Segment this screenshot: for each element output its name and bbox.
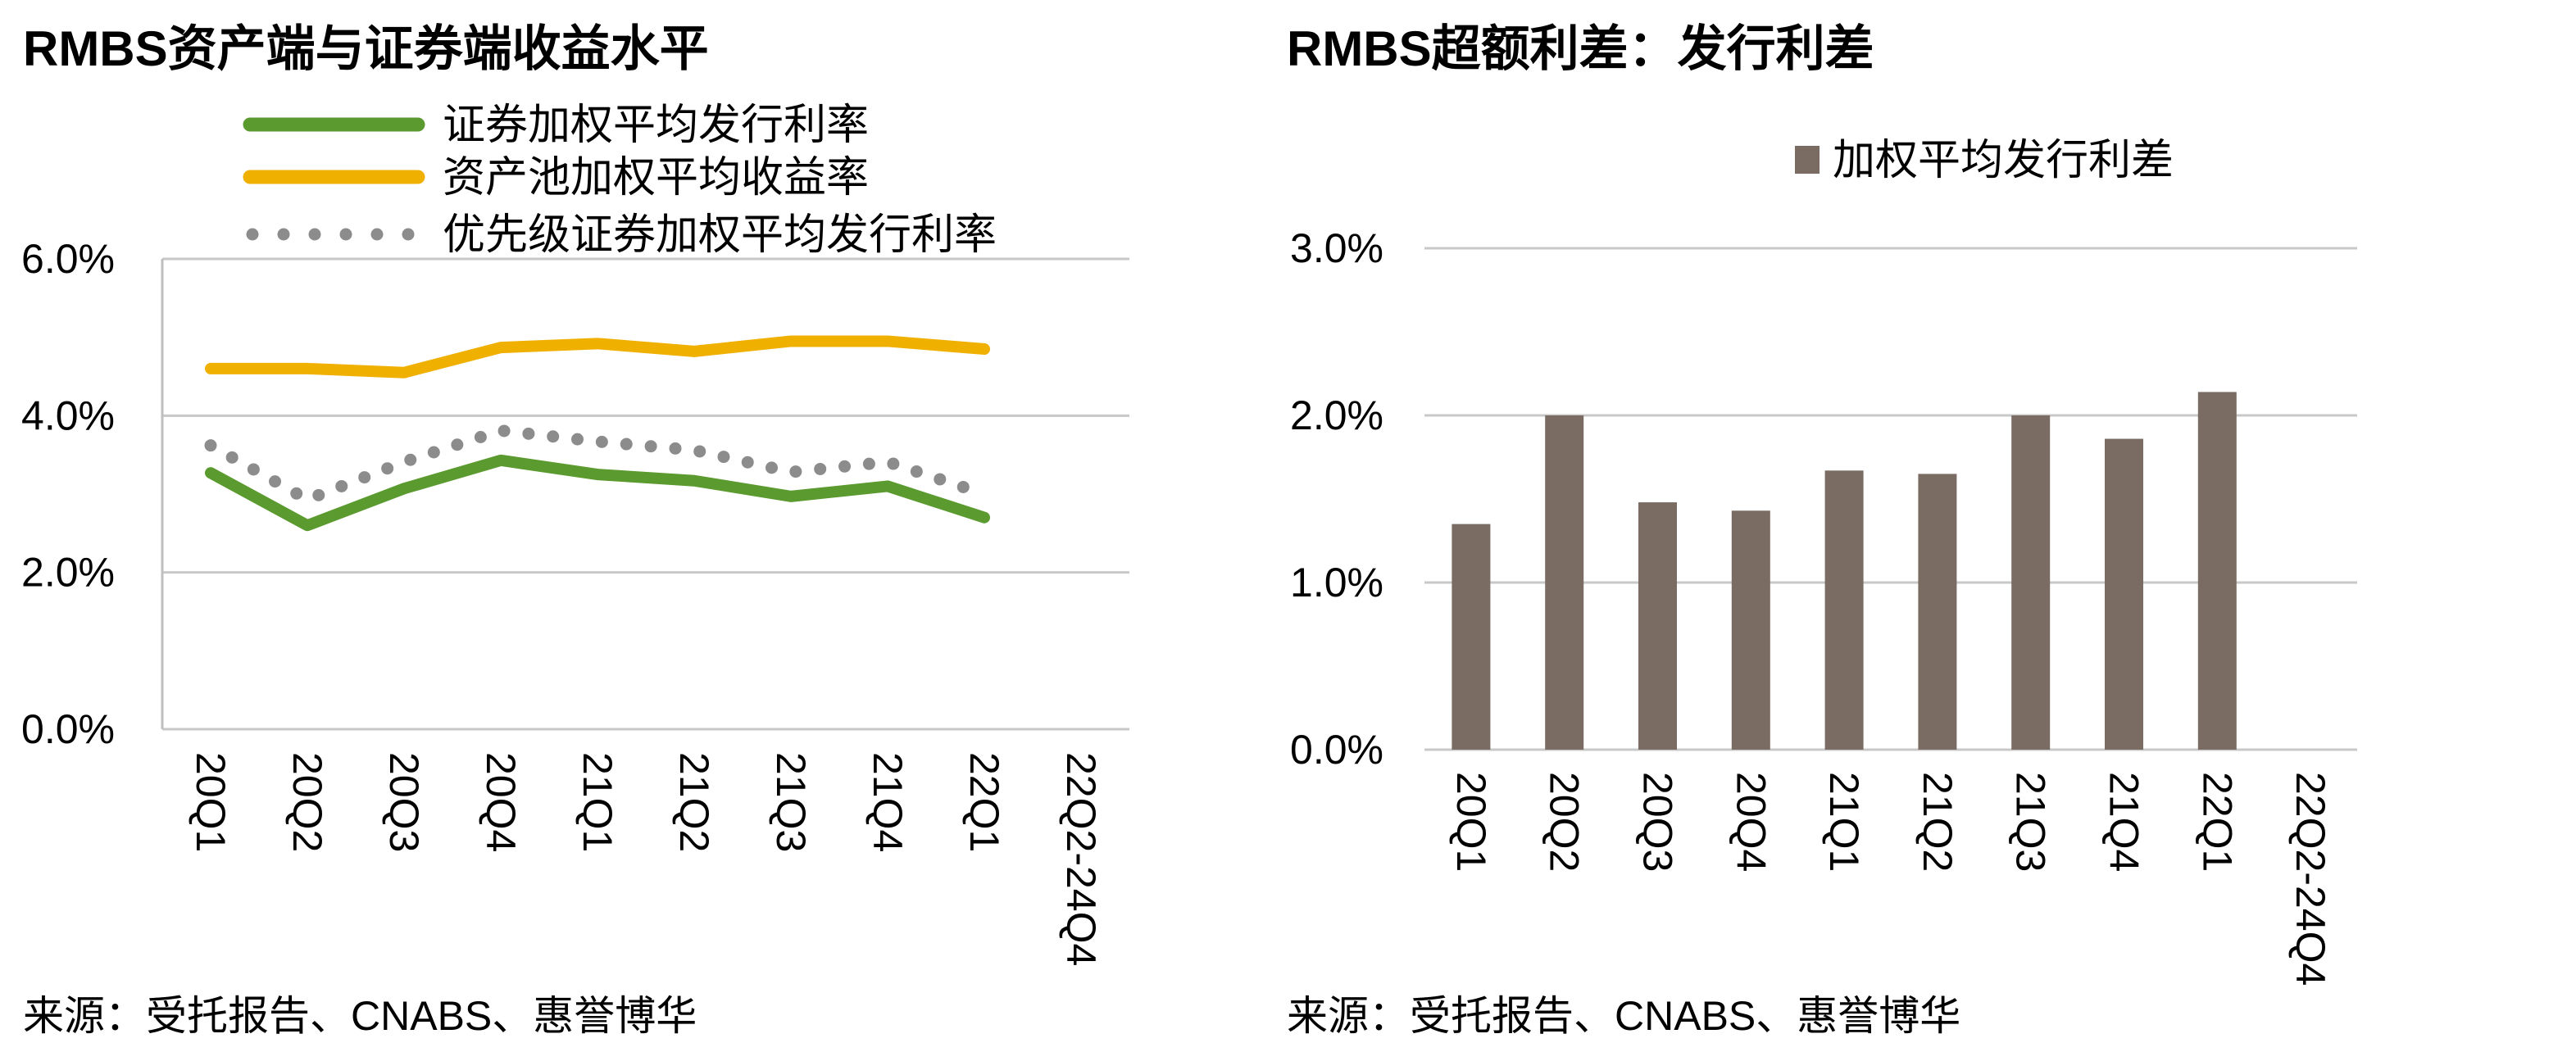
bar bbox=[1545, 415, 1584, 750]
left-x-tick-label: 22Q1 bbox=[961, 752, 1007, 852]
right-x-tick-label: 20Q4 bbox=[1728, 772, 1774, 872]
right-x-tick-label: 20Q1 bbox=[1448, 772, 1494, 872]
right-source-note: 来源：受托报告、CNABS、惠誉博华 bbox=[1287, 993, 1961, 1039]
legend-label: 优先级证券加权平均发行利率 bbox=[443, 211, 997, 259]
left-x-tick-label: 21Q2 bbox=[671, 752, 717, 852]
left-x-tick-label: 20Q4 bbox=[478, 752, 524, 852]
right-y-tick-label: 0.0% bbox=[1290, 727, 1383, 773]
bar bbox=[2011, 415, 2051, 750]
right-x-tick-label: 21Q3 bbox=[2008, 772, 2054, 872]
left-y-tick-label: 6.0% bbox=[21, 236, 115, 282]
right-x-tick-label: 22Q2-24Q4 bbox=[2288, 772, 2333, 986]
left-x-tick-label: 21Q3 bbox=[768, 752, 814, 852]
legend-label: 资产池加权平均收益率 bbox=[443, 154, 869, 202]
left-y-tick-label: 2.0% bbox=[21, 550, 115, 596]
left-y-tick-label: 0.0% bbox=[21, 706, 115, 752]
left-series-line-2 bbox=[205, 335, 990, 379]
left-x-tick-label: 22Q2-24Q4 bbox=[1058, 752, 1104, 966]
right-x-tick-label: 22Q1 bbox=[2194, 772, 2240, 872]
bar bbox=[2105, 438, 2143, 750]
bar bbox=[1452, 524, 1491, 750]
left-x-tick-label: 21Q4 bbox=[865, 752, 911, 852]
right-chart-title: RMBS超额利差：发行利差 bbox=[1287, 21, 1874, 76]
left-chart-title: RMBS资产端与证券端收益水平 bbox=[23, 21, 709, 76]
left-x-tick-label: 20Q1 bbox=[188, 752, 234, 852]
right-y-tick-label: 1.0% bbox=[1290, 560, 1383, 605]
left-series-line-3 bbox=[204, 424, 991, 506]
bar bbox=[1918, 474, 1957, 750]
left-source-note: 来源：受托报告、CNABS、惠誉博华 bbox=[23, 993, 697, 1039]
bar bbox=[1824, 470, 1864, 750]
left-y-tick-label: 4.0% bbox=[21, 392, 115, 438]
legend-label: 证券加权平均发行利率 bbox=[443, 102, 869, 149]
right-y-tick-label: 2.0% bbox=[1290, 392, 1383, 438]
right-x-tick-label: 20Q3 bbox=[1635, 772, 1681, 872]
bar bbox=[1638, 502, 1677, 750]
legend-marker-bar bbox=[1795, 146, 1820, 174]
left-x-tick-label: 20Q2 bbox=[284, 752, 330, 852]
legend-label: 加权平均发行利差 bbox=[1833, 137, 2174, 184]
right-bar-chart: 0.0% 1.0% 2.0% 3.0% 20Q1 20Q2 20Q3 20Q4 21Q1 21Q2… bbox=[1290, 137, 2357, 986]
left-x-tick-label: 21Q1 bbox=[575, 752, 620, 852]
left-x-tick-label: 20Q3 bbox=[381, 752, 427, 852]
right-y-tick-label: 3.0% bbox=[1290, 225, 1383, 271]
left-series-line-1 bbox=[205, 454, 990, 532]
right-x-tick-label: 20Q2 bbox=[1542, 772, 1588, 872]
bar bbox=[2197, 392, 2237, 750]
right-x-tick-label: 21Q2 bbox=[1915, 772, 1960, 872]
left-line-chart: 0.0% 2.0% 4.0% 6.0% 20Q1 20Q2 20Q3 20Q4 21Q1 21Q2… bbox=[21, 102, 1129, 966]
right-x-tick-label: 21Q4 bbox=[2101, 772, 2147, 872]
bar bbox=[1731, 510, 1770, 750]
right-x-tick-label: 21Q1 bbox=[1821, 772, 1867, 872]
